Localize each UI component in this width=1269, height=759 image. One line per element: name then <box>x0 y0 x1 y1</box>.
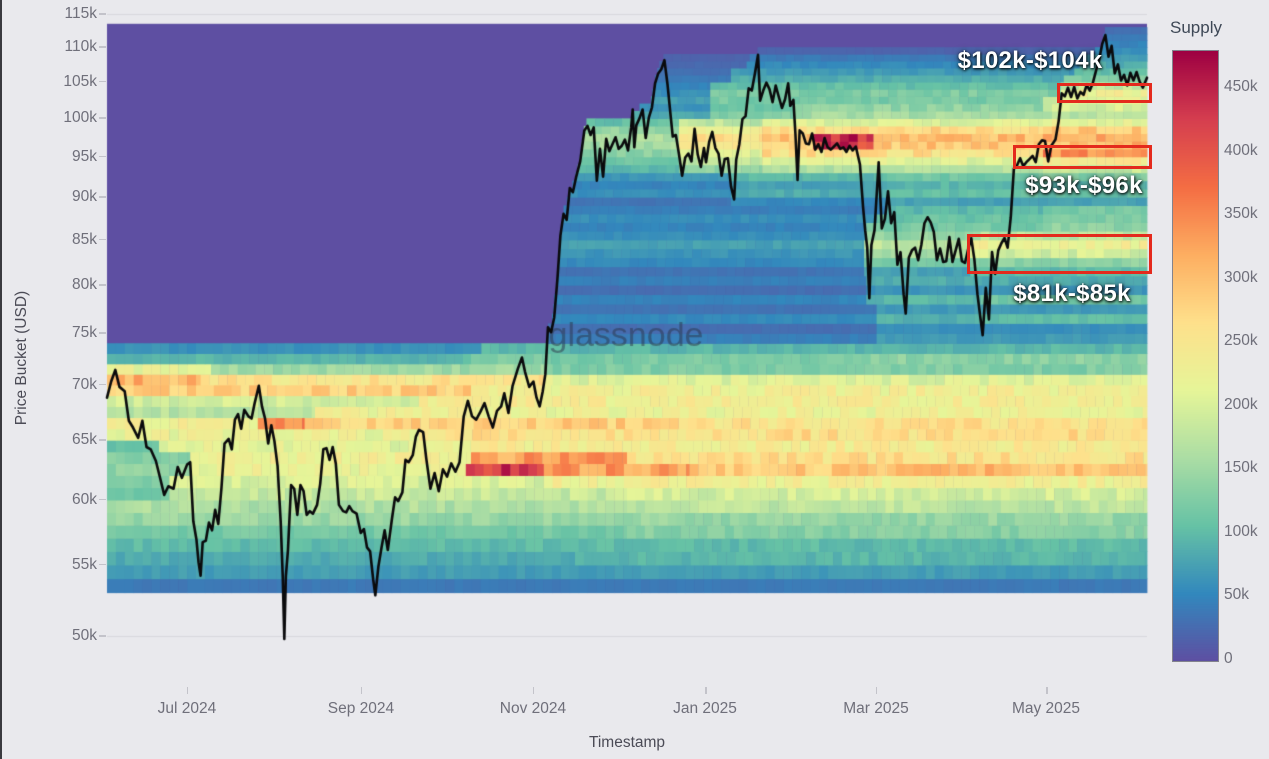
y-tick-label: 85k <box>72 230 97 248</box>
y-tick-label: 100k <box>63 109 97 127</box>
highlight-box <box>1013 145 1152 169</box>
y-tick-label: 90k <box>72 188 97 206</box>
y-tick-mark <box>99 563 106 566</box>
y-tick-mark <box>99 284 106 286</box>
y-tick-mark <box>99 117 106 119</box>
x-tick-label: Sep 2024 <box>327 700 395 717</box>
highlight-box <box>967 234 1152 274</box>
x-tick-label: Mar 2025 <box>843 700 909 717</box>
y-axis-title: Price Bucket (USD) <box>13 290 30 426</box>
y-tick-mark <box>99 635 106 637</box>
y-tick-mark <box>99 155 106 158</box>
y-tick-mark <box>99 383 106 386</box>
colorbar-tick-label: 450k <box>1224 78 1258 96</box>
colorbar-tick-label: 100k <box>1224 522 1258 540</box>
highlight-box <box>1057 83 1152 103</box>
colorbar-tick-label: 350k <box>1224 205 1258 223</box>
x-tick-label: Nov 2024 <box>499 700 567 717</box>
y-tick-label: 50k <box>72 627 97 645</box>
colorbar-tick-label: 0 <box>1224 650 1233 667</box>
colorbar-tick-label: 300k <box>1224 268 1258 286</box>
x-tick-mark <box>875 687 878 694</box>
y-tick-mark <box>99 498 106 501</box>
x-tick-mark <box>705 687 707 694</box>
x-tick-label: Jul 2024 <box>157 700 217 717</box>
y-tick-mark <box>99 332 106 334</box>
colorbar-tick-label: 200k <box>1224 395 1258 413</box>
y-tick-mark <box>99 80 106 83</box>
colorbar-tick-label: 150k <box>1224 459 1258 477</box>
colorbar-title: Supply <box>1170 18 1222 37</box>
y-tick-label: 110k <box>64 38 97 56</box>
x-axis-title: Timestamp <box>588 734 666 751</box>
x-tick-label: Jan 2025 <box>673 700 737 717</box>
price-range-label: $93k-$96k <box>1025 172 1143 199</box>
colorbar-tick-label: 250k <box>1224 332 1258 350</box>
colorbar-gradient <box>1172 50 1219 662</box>
y-tick-label: 115k <box>64 5 97 22</box>
y-tick-label: 75k <box>72 324 97 342</box>
y-tick-label: 65k <box>72 431 97 449</box>
left-edge-line <box>0 0 2 759</box>
x-tick-mark <box>186 687 189 694</box>
y-tick-mark <box>99 439 106 441</box>
colorbar-tick-label: 400k <box>1224 141 1258 159</box>
y-tick-label: 70k <box>72 375 97 393</box>
x-tick-mark <box>1046 687 1048 694</box>
y-tick-label: 95k <box>72 147 97 165</box>
colorbar-tick-label: 50k <box>1224 586 1249 604</box>
y-tick-label: 80k <box>72 276 97 294</box>
y-tick-mark <box>99 196 106 198</box>
price-range-label: $102k-$104k <box>957 47 1103 74</box>
y-tick-mark <box>99 46 106 48</box>
price-range-label: $81k-$85k <box>1013 280 1131 307</box>
y-tick-label: 55k <box>72 555 97 573</box>
y-tick-mark <box>99 238 106 241</box>
x-tick-mark <box>532 687 535 694</box>
x-tick-label: May 2025 <box>1011 700 1081 717</box>
y-tick-label: 60k <box>72 490 97 508</box>
y-tick-label: 105k <box>63 72 97 90</box>
x-tick-mark <box>360 687 363 694</box>
y-tick-mark <box>99 13 106 15</box>
